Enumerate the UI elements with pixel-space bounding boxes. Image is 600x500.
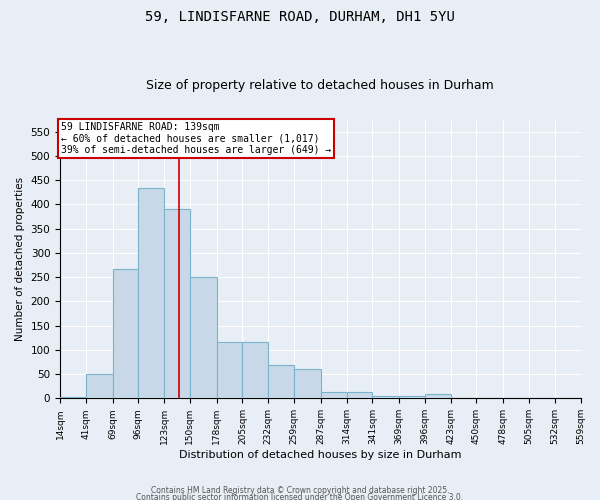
Text: Contains HM Land Registry data © Crown copyright and database right 2025.: Contains HM Land Registry data © Crown c… <box>151 486 449 495</box>
Bar <box>321 392 347 398</box>
X-axis label: Distribution of detached houses by size in Durham: Distribution of detached houses by size … <box>179 450 461 460</box>
Text: 59 LINDISFARNE ROAD: 139sqm
← 60% of detached houses are smaller (1,017)
39% of : 59 LINDISFARNE ROAD: 139sqm ← 60% of det… <box>61 122 331 155</box>
Bar <box>190 277 217 398</box>
Bar <box>373 396 399 398</box>
Bar <box>294 370 321 398</box>
Y-axis label: Number of detached properties: Number of detached properties <box>15 177 25 341</box>
Bar <box>242 342 268 398</box>
Bar <box>347 392 373 398</box>
Bar <box>399 396 425 398</box>
Bar <box>60 397 86 398</box>
Bar <box>113 269 139 398</box>
Text: 59, LINDISFARNE ROAD, DURHAM, DH1 5YU: 59, LINDISFARNE ROAD, DURHAM, DH1 5YU <box>145 10 455 24</box>
Text: Contains public sector information licensed under the Open Government Licence 3.: Contains public sector information licen… <box>136 494 464 500</box>
Bar <box>139 188 164 398</box>
Bar <box>425 394 451 398</box>
Bar <box>217 342 242 398</box>
Bar <box>164 210 190 398</box>
Bar <box>268 365 294 398</box>
Bar <box>86 374 113 398</box>
Title: Size of property relative to detached houses in Durham: Size of property relative to detached ho… <box>146 79 494 92</box>
